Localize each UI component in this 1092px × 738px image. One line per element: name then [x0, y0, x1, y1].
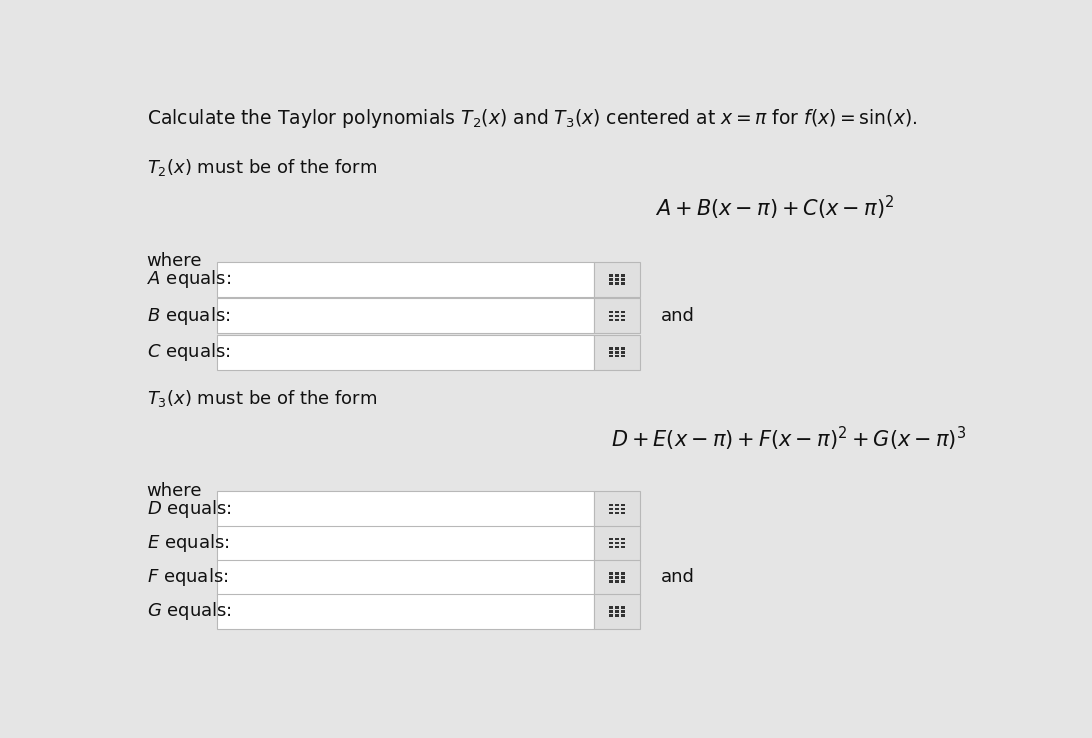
- Bar: [594, 298, 640, 334]
- Bar: [217, 559, 594, 595]
- Bar: [609, 546, 613, 548]
- Bar: [609, 572, 613, 575]
- Bar: [217, 492, 594, 527]
- Bar: [620, 572, 625, 575]
- Bar: [609, 319, 613, 321]
- Bar: [615, 278, 619, 280]
- Bar: [609, 511, 613, 514]
- Bar: [615, 576, 619, 579]
- Bar: [594, 525, 640, 561]
- Bar: [615, 508, 619, 511]
- Bar: [620, 351, 625, 354]
- Bar: [609, 580, 613, 582]
- Bar: [620, 347, 625, 350]
- Bar: [609, 311, 613, 313]
- Text: $A + B(x - \pi) + C(x - \pi)^2$: $A + B(x - \pi) + C(x - \pi)^2$: [654, 194, 894, 222]
- Text: $T_3(x)$ must be of the form: $T_3(x)$ must be of the form: [146, 388, 377, 409]
- Text: $A$ equals:: $A$ equals:: [146, 269, 232, 291]
- Bar: [594, 594, 640, 629]
- Text: and: and: [662, 307, 696, 325]
- Bar: [217, 334, 594, 370]
- Bar: [615, 606, 619, 609]
- Bar: [217, 298, 594, 334]
- Bar: [615, 572, 619, 575]
- Text: $C$ equals:: $C$ equals:: [146, 341, 230, 363]
- Bar: [615, 504, 619, 506]
- Bar: [615, 538, 619, 540]
- Bar: [615, 580, 619, 582]
- Bar: [615, 311, 619, 313]
- Text: Calculate the Taylor polynomials $T_2(x)$ and $T_3(x)$ centered at $x = \pi$ for: Calculate the Taylor polynomials $T_2(x)…: [146, 107, 917, 130]
- Bar: [609, 542, 613, 545]
- Bar: [609, 504, 613, 506]
- Bar: [594, 262, 640, 297]
- Bar: [620, 282, 625, 285]
- Bar: [217, 594, 594, 629]
- Bar: [609, 278, 613, 280]
- Bar: [594, 334, 640, 370]
- Bar: [615, 314, 619, 317]
- Text: and: and: [662, 568, 696, 586]
- Bar: [620, 511, 625, 514]
- Bar: [620, 538, 625, 540]
- Bar: [609, 610, 613, 613]
- Bar: [615, 319, 619, 321]
- Bar: [620, 314, 625, 317]
- Bar: [609, 282, 613, 285]
- Text: $D + E(x - \pi) + F(x - \pi)^2 + G(x - \pi)^3$: $D + E(x - \pi) + F(x - \pi)^2 + G(x - \…: [610, 425, 966, 453]
- Bar: [615, 275, 619, 277]
- Bar: [594, 559, 640, 595]
- Bar: [620, 546, 625, 548]
- Bar: [620, 508, 625, 511]
- Bar: [615, 351, 619, 354]
- Bar: [615, 355, 619, 357]
- Bar: [609, 314, 613, 317]
- Bar: [615, 614, 619, 617]
- Bar: [609, 508, 613, 511]
- Bar: [620, 275, 625, 277]
- Bar: [620, 278, 625, 280]
- Bar: [609, 606, 613, 609]
- Bar: [615, 546, 619, 548]
- Bar: [609, 347, 613, 350]
- Text: $F$ equals:: $F$ equals:: [146, 566, 228, 588]
- Bar: [615, 542, 619, 545]
- Bar: [609, 275, 613, 277]
- Bar: [609, 614, 613, 617]
- Text: $E$ equals:: $E$ equals:: [146, 532, 229, 554]
- Text: $T_2(x)$ must be of the form: $T_2(x)$ must be of the form: [146, 156, 377, 178]
- Text: $B$ equals:: $B$ equals:: [146, 305, 230, 327]
- Bar: [609, 538, 613, 540]
- Bar: [609, 355, 613, 357]
- Bar: [594, 492, 640, 527]
- Bar: [620, 319, 625, 321]
- Bar: [620, 576, 625, 579]
- Text: where: where: [146, 252, 202, 269]
- Bar: [620, 610, 625, 613]
- Bar: [620, 504, 625, 506]
- Bar: [620, 311, 625, 313]
- Bar: [615, 282, 619, 285]
- Text: where: where: [146, 482, 202, 500]
- Bar: [217, 525, 594, 561]
- Bar: [615, 347, 619, 350]
- Text: $D$ equals:: $D$ equals:: [146, 498, 232, 520]
- Bar: [609, 351, 613, 354]
- Bar: [620, 355, 625, 357]
- Bar: [620, 542, 625, 545]
- Text: $G$ equals:: $G$ equals:: [146, 600, 232, 622]
- Bar: [217, 262, 594, 297]
- Bar: [620, 606, 625, 609]
- Bar: [620, 580, 625, 582]
- Bar: [609, 576, 613, 579]
- Bar: [620, 614, 625, 617]
- Bar: [615, 511, 619, 514]
- Bar: [615, 610, 619, 613]
